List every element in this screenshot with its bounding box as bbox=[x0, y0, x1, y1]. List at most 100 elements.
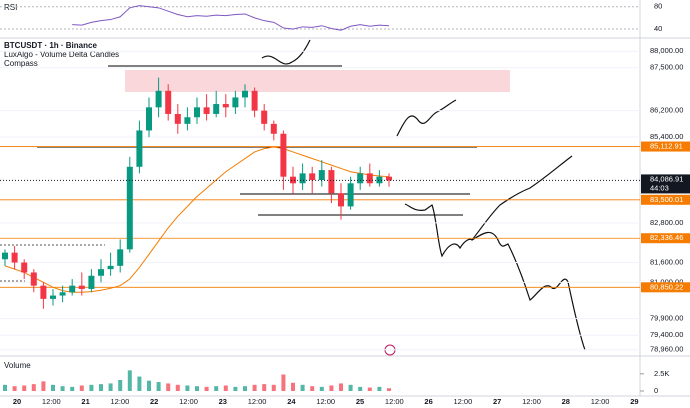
projection bbox=[404, 155, 573, 258]
volume-bar bbox=[195, 386, 199, 391]
level-tag bbox=[641, 141, 690, 152]
level-label: 80,850.22 bbox=[650, 282, 683, 291]
volume-bar bbox=[214, 386, 219, 391]
volume-bar bbox=[367, 387, 372, 391]
volume-bar bbox=[233, 386, 238, 391]
candle-body bbox=[232, 97, 239, 108]
volume-bar bbox=[204, 386, 209, 391]
countdown: 44:03 bbox=[650, 183, 669, 192]
candle-body bbox=[290, 176, 296, 184]
candle-body bbox=[174, 113, 181, 124]
volume-bar bbox=[319, 386, 324, 391]
volume-bar bbox=[41, 381, 46, 391]
volume-bar bbox=[70, 386, 75, 391]
x-tick-label: 23 bbox=[219, 397, 227, 406]
candle-body bbox=[165, 90, 172, 114]
projection bbox=[261, 39, 311, 65]
x-tick-label: 26 bbox=[424, 397, 432, 406]
volume-tick-label: 0 bbox=[654, 386, 658, 395]
last-price-label: 84,086.91 bbox=[650, 174, 683, 183]
volume-bar bbox=[3, 384, 7, 391]
y-tick-label: 81,600.00 bbox=[650, 258, 683, 267]
rsi-tick-label: 40 bbox=[654, 24, 662, 33]
volume-bar bbox=[377, 386, 382, 391]
level-tag bbox=[641, 282, 690, 293]
supply-zone bbox=[125, 70, 510, 92]
volume-bar bbox=[252, 384, 257, 391]
x-tick-label: 29 bbox=[630, 397, 638, 406]
candle-body bbox=[203, 107, 210, 114]
volume-bar bbox=[175, 384, 180, 391]
last-price-tag bbox=[641, 174, 690, 194]
x-tick-label: 12:00 bbox=[179, 397, 198, 406]
volume-bar bbox=[310, 386, 315, 391]
volume-bar bbox=[12, 386, 17, 391]
volume-bar bbox=[156, 382, 161, 391]
x-tick-label: 12:00 bbox=[111, 397, 130, 406]
y-tick-label: 88,000.00 bbox=[650, 46, 683, 55]
level-label: 82,336.46 bbox=[650, 233, 683, 242]
x-tick-label: 24 bbox=[287, 397, 296, 406]
volume-bar bbox=[339, 383, 343, 391]
volume-bar bbox=[22, 385, 27, 391]
candle-body bbox=[69, 285, 76, 293]
volume-bar bbox=[185, 385, 190, 391]
volume-bar bbox=[108, 383, 113, 391]
y-tick-label: 78,960.00 bbox=[650, 345, 683, 354]
candle-body bbox=[184, 117, 191, 124]
volume-bar bbox=[262, 384, 267, 391]
volume-bar bbox=[166, 383, 171, 391]
x-tick-label: 12:00 bbox=[42, 397, 61, 406]
level-label: 83,500.01 bbox=[650, 195, 683, 204]
y-tick-label: 82,800.00 bbox=[650, 218, 683, 227]
candle-body bbox=[347, 183, 354, 207]
volume-bar bbox=[223, 385, 228, 391]
candle-body bbox=[155, 90, 162, 108]
volume-bar bbox=[147, 380, 151, 391]
symbol-title: BTCUSDT · 1h · Binance bbox=[4, 41, 97, 50]
level-tag bbox=[641, 194, 690, 205]
candle-body bbox=[270, 123, 277, 134]
candle-body bbox=[117, 249, 124, 266]
moving-average bbox=[4, 146, 390, 293]
candle-body bbox=[2, 252, 8, 260]
x-tick-label: 20 bbox=[13, 397, 21, 406]
candle-body bbox=[242, 90, 248, 98]
x-tick-label: 12:00 bbox=[454, 397, 473, 406]
y-tick-label: 85,400.00 bbox=[650, 132, 683, 141]
volume-bar bbox=[329, 385, 334, 391]
projection bbox=[396, 99, 457, 137]
x-tick-label: 12:00 bbox=[385, 397, 404, 406]
x-tick-label: 27 bbox=[493, 397, 501, 406]
candle-body bbox=[299, 173, 306, 184]
volume-bar bbox=[99, 384, 103, 391]
x-tick-label: 12:00 bbox=[316, 397, 335, 406]
volume-bar bbox=[118, 380, 123, 391]
candle-body bbox=[146, 107, 152, 131]
volume-bar bbox=[291, 382, 295, 391]
candle-body bbox=[222, 104, 229, 108]
candle-body bbox=[21, 262, 28, 273]
volume-bar bbox=[358, 386, 363, 391]
volume-bar bbox=[127, 370, 132, 391]
volume-bar bbox=[60, 386, 65, 391]
candle-body bbox=[11, 252, 18, 263]
candle-body bbox=[136, 130, 143, 167]
y-tick-label: 79,400.00 bbox=[650, 330, 683, 339]
candle-body bbox=[59, 292, 66, 296]
x-tick-label: 25 bbox=[356, 397, 364, 406]
candle-body bbox=[309, 173, 316, 180]
candle-body bbox=[386, 176, 392, 181]
rsi-title: RSI bbox=[4, 3, 17, 12]
candle-body bbox=[98, 269, 104, 276]
candle-body bbox=[357, 173, 364, 184]
volume-bar bbox=[51, 384, 55, 391]
level-tag bbox=[641, 233, 690, 244]
candle-body bbox=[126, 166, 133, 250]
x-tick-label: 12:00 bbox=[248, 397, 267, 406]
volume-bar bbox=[348, 384, 353, 391]
candle-body bbox=[30, 272, 37, 286]
volume-bar bbox=[243, 386, 247, 391]
volume-bar bbox=[89, 384, 94, 391]
